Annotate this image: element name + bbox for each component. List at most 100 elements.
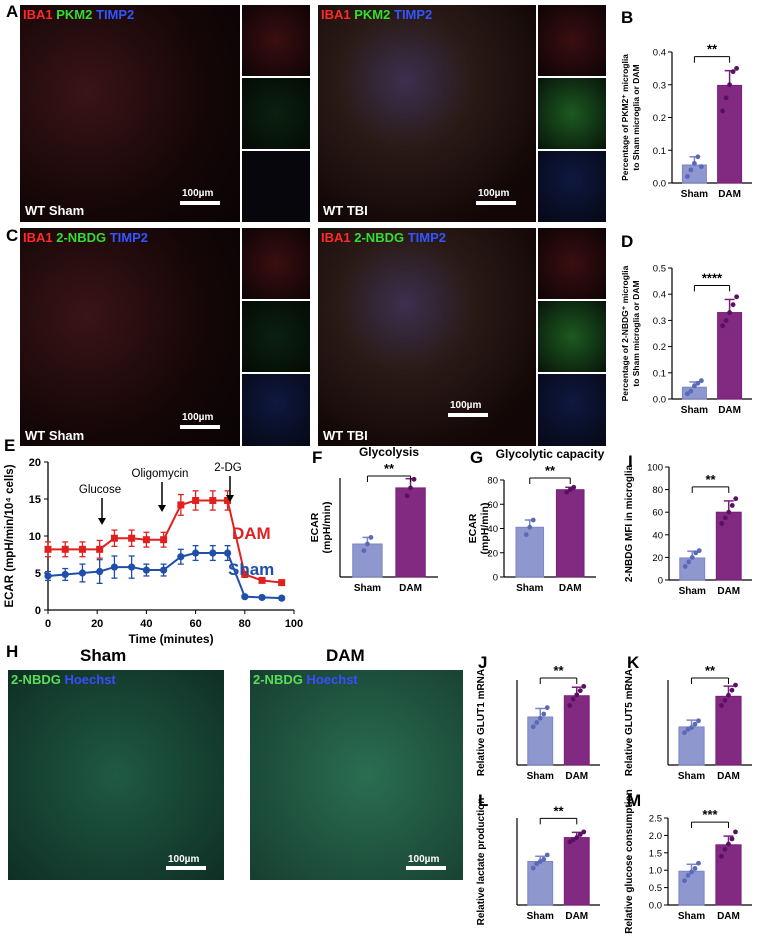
data-point — [523, 532, 529, 537]
data-point — [733, 496, 739, 502]
data-point — [368, 535, 374, 540]
sig-stars: ** — [553, 663, 564, 678]
data-point — [699, 164, 704, 170]
stain-caption: IBA1 PKM2 TIMP2 — [23, 7, 135, 22]
scale-label: 100µm — [182, 412, 214, 423]
inset-green — [242, 78, 310, 149]
chart-title: Glycolysis — [359, 445, 419, 459]
x-tick-label: Sham — [678, 911, 705, 922]
data-point — [142, 536, 150, 544]
y-axis-label: Relative GLUT1 mRNA — [476, 669, 487, 776]
y-tick-label: 0.5 — [649, 883, 662, 894]
data-point — [224, 496, 232, 504]
data-point — [688, 167, 694, 173]
y-tick-label: 80 — [487, 476, 498, 487]
data-point — [727, 82, 732, 88]
x-tick-label: 0 — [45, 618, 51, 630]
data-point — [110, 534, 118, 542]
scale-label: 100µm — [478, 188, 510, 199]
y-axis-label: ECAR — [309, 512, 321, 542]
y-tick-label: 10 — [29, 531, 41, 543]
y-tick-label: 0.0 — [653, 179, 666, 190]
data-point — [61, 570, 69, 579]
data-point — [723, 95, 729, 101]
data-point — [177, 553, 185, 561]
data-point — [719, 521, 725, 526]
data-point — [570, 696, 576, 702]
y-axis-label: ECAR — [467, 513, 479, 543]
x-tick-label: DAM — [565, 911, 588, 922]
y-tick-label: 0 — [35, 605, 41, 617]
panel-label-d: D — [621, 232, 634, 251]
y-tick-label: 40 — [652, 530, 663, 541]
data-point — [689, 555, 695, 560]
bar-dam — [555, 489, 585, 578]
data-point — [574, 835, 580, 840]
y-tick-label: 20 — [487, 548, 498, 559]
y-tick-label: 80 — [652, 485, 663, 496]
bar-sham — [515, 526, 545, 578]
data-point — [729, 687, 735, 693]
data-point — [160, 566, 168, 574]
bar-sham — [678, 870, 705, 906]
data-point — [719, 703, 724, 708]
micrograph-a-sham: IBA1 PKM2 TIMP2 100µm WT Sham — [20, 5, 240, 222]
bar-dam — [395, 487, 426, 578]
x-tick-label: Sham — [527, 911, 554, 922]
y-tick-label: 1.5 — [649, 848, 662, 859]
sig-stars: ** — [384, 461, 395, 476]
micrograph-c-sham: IBA1 2-NBDG TIMP2 100µm WT Sham — [20, 228, 240, 446]
panel-label-g: G — [470, 448, 484, 467]
data-point — [730, 302, 736, 308]
x-tick-label: 80 — [239, 618, 251, 630]
data-point — [404, 493, 410, 499]
data-point — [581, 683, 587, 689]
x-tick-label: 20 — [91, 618, 103, 630]
data-point — [695, 380, 701, 386]
data-point — [278, 579, 286, 587]
inset-green — [538, 301, 606, 372]
scale-label: 100µm — [408, 854, 440, 865]
inset-blue — [538, 151, 606, 222]
data-point — [128, 563, 136, 571]
chart-title: Glycolytic capacity — [496, 447, 605, 461]
data-point — [241, 593, 249, 601]
panel-label-b: B — [621, 8, 634, 27]
inset-green — [242, 301, 310, 372]
data-point — [567, 703, 573, 708]
y-tick-label: 0.0 — [653, 395, 666, 406]
y-tick-label: 60 — [652, 508, 663, 519]
data-point — [726, 841, 731, 847]
scale-label: 100µm — [168, 854, 200, 865]
y-axis-label: Relative glucose consumption — [624, 789, 635, 933]
data-point — [78, 545, 86, 553]
data-point — [722, 846, 728, 852]
data-point — [223, 549, 232, 557]
data-point — [567, 487, 573, 493]
data-point — [730, 69, 736, 75]
y-tick-label: 5 — [35, 568, 41, 580]
data-point — [192, 549, 200, 557]
sig-stars: ** — [553, 803, 564, 818]
x-axis-label: Time (minutes) — [128, 632, 213, 646]
sig-stars: *** — [702, 807, 718, 822]
y-tick-label: 0.0 — [649, 901, 662, 912]
data-point — [209, 549, 217, 557]
scale-bar — [406, 866, 446, 870]
y-axis-label: 2-NBDG MFI in microglia — [624, 464, 635, 582]
data-point — [537, 859, 543, 864]
bar-sham — [352, 543, 383, 578]
x-tick-label: DAM — [718, 405, 741, 416]
data-point — [719, 853, 724, 859]
data-point — [682, 564, 688, 569]
bar-sham — [679, 557, 706, 581]
x-tick-label: DAM — [717, 586, 740, 597]
data-point — [727, 310, 732, 315]
inset-red — [242, 228, 310, 299]
data-point — [570, 837, 576, 843]
data-point — [695, 154, 701, 160]
data-point — [541, 856, 547, 862]
data-point — [537, 715, 543, 721]
x-tick-label: Sham — [681, 189, 708, 200]
data-point — [209, 496, 217, 504]
